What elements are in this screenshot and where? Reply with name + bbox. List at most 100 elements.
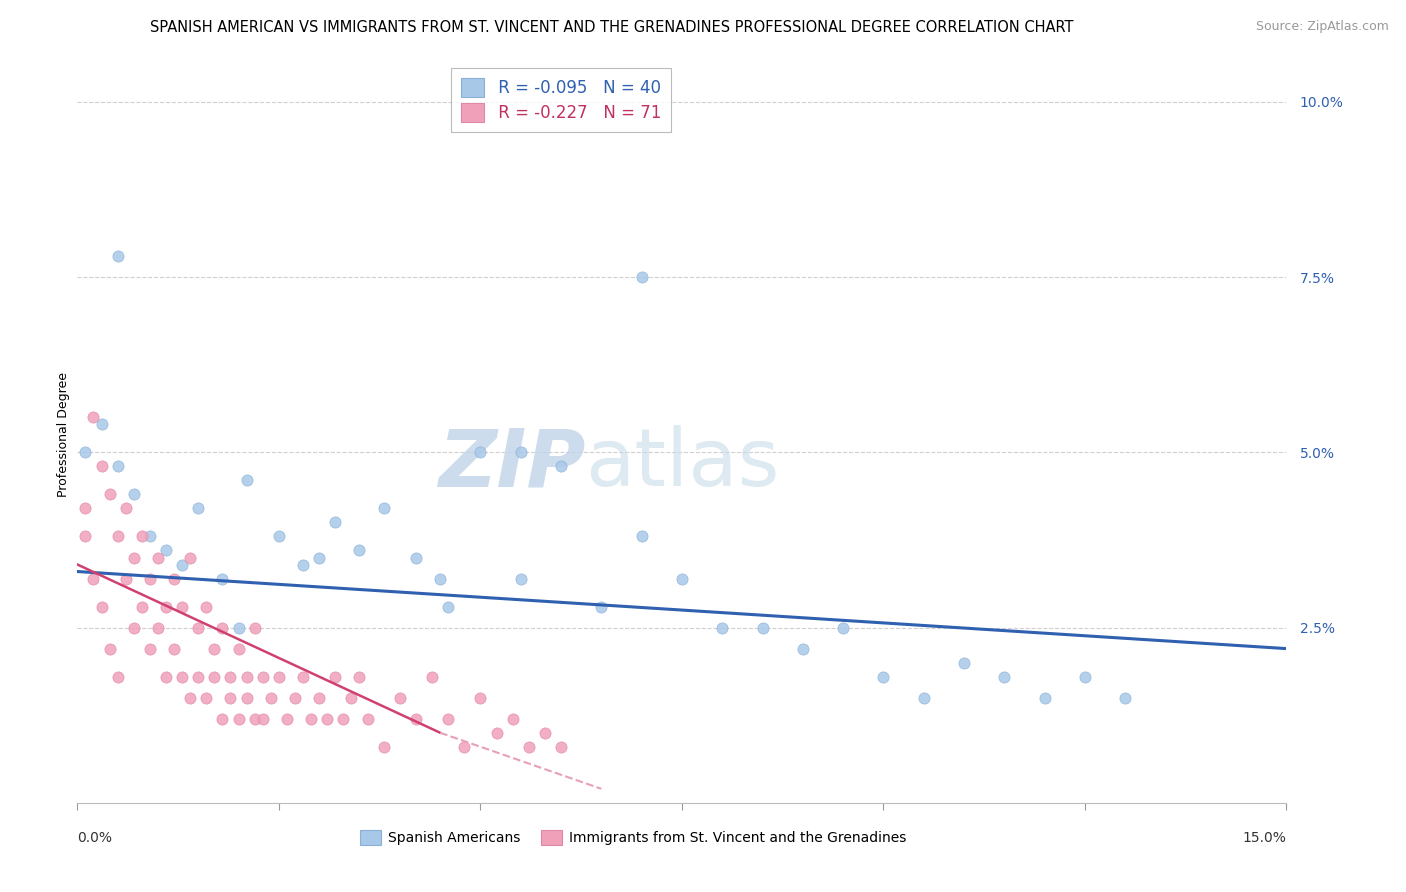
Point	[252, 670, 274, 684]
Point	[195, 690, 218, 705]
Point	[453, 739, 475, 754]
Point	[235, 474, 257, 488]
Point	[75, 445, 97, 459]
Point	[912, 690, 935, 705]
Point	[373, 501, 395, 516]
Point	[630, 270, 652, 285]
Point	[82, 410, 104, 425]
Point	[323, 516, 346, 530]
Point	[228, 712, 250, 726]
Point	[284, 690, 307, 705]
Point	[122, 487, 145, 501]
Point	[172, 670, 194, 684]
Point	[872, 670, 894, 684]
Point	[202, 641, 225, 656]
Point	[202, 670, 225, 684]
Point	[308, 690, 330, 705]
Point	[420, 670, 443, 684]
Point	[195, 599, 218, 614]
Point	[90, 417, 112, 432]
Point	[131, 599, 153, 614]
Point	[90, 459, 112, 474]
Point	[155, 599, 177, 614]
Point	[179, 690, 201, 705]
Point	[437, 599, 460, 614]
Point	[276, 712, 298, 726]
Point	[211, 621, 233, 635]
Point	[98, 487, 121, 501]
Text: Source: ZipAtlas.com: Source: ZipAtlas.com	[1256, 20, 1389, 33]
Point	[267, 670, 290, 684]
Point	[349, 670, 371, 684]
Point	[235, 670, 257, 684]
Point	[292, 558, 315, 572]
Point	[219, 670, 242, 684]
Point	[591, 599, 613, 614]
Point	[630, 529, 652, 543]
Text: 0.0%: 0.0%	[77, 830, 112, 845]
Point	[671, 572, 693, 586]
Point	[993, 670, 1015, 684]
Point	[356, 712, 378, 726]
Point	[179, 550, 201, 565]
Y-axis label: Professional Degree: Professional Degree	[58, 372, 70, 498]
Point	[340, 690, 363, 705]
Point	[485, 725, 508, 739]
Point	[534, 725, 557, 739]
Point	[550, 739, 572, 754]
Point	[349, 543, 371, 558]
Point	[1033, 690, 1056, 705]
Point	[228, 621, 250, 635]
Point	[139, 641, 162, 656]
Point	[1074, 670, 1097, 684]
Point	[172, 558, 194, 572]
Point	[107, 459, 129, 474]
Point	[550, 459, 572, 474]
Point	[155, 543, 177, 558]
Point	[252, 712, 274, 726]
Point	[131, 529, 153, 543]
Point	[509, 445, 531, 459]
Point	[211, 572, 233, 586]
Point	[114, 501, 136, 516]
Point	[228, 641, 250, 656]
Point	[107, 529, 129, 543]
Point	[146, 550, 169, 565]
Point	[388, 690, 411, 705]
Text: 15.0%: 15.0%	[1243, 830, 1286, 845]
Point	[187, 501, 209, 516]
Point	[82, 572, 104, 586]
Point	[260, 690, 283, 705]
Point	[299, 712, 322, 726]
Point	[163, 641, 186, 656]
Point	[405, 550, 427, 565]
Point	[711, 621, 734, 635]
Point	[98, 641, 121, 656]
Point	[792, 641, 814, 656]
Point	[107, 249, 129, 263]
Point	[502, 712, 524, 726]
Point	[470, 690, 492, 705]
Point	[75, 529, 97, 543]
Point	[122, 550, 145, 565]
Point	[187, 670, 209, 684]
Point	[139, 529, 162, 543]
Point	[953, 656, 976, 670]
Point	[146, 621, 169, 635]
Point	[90, 599, 112, 614]
Text: SPANISH AMERICAN VS IMMIGRANTS FROM ST. VINCENT AND THE GRENADINES PROFESSIONAL : SPANISH AMERICAN VS IMMIGRANTS FROM ST. …	[150, 20, 1073, 35]
Point	[187, 621, 209, 635]
Point	[107, 670, 129, 684]
Point	[517, 739, 540, 754]
Legend: Spanish Americans, Immigrants from St. Vincent and the Grenadines: Spanish Americans, Immigrants from St. V…	[354, 825, 912, 851]
Point	[219, 690, 242, 705]
Point	[316, 712, 339, 726]
Point	[323, 670, 346, 684]
Point	[832, 621, 855, 635]
Point	[114, 572, 136, 586]
Point	[243, 712, 266, 726]
Point	[332, 712, 354, 726]
Point	[155, 670, 177, 684]
Point	[139, 572, 162, 586]
Point	[437, 712, 460, 726]
